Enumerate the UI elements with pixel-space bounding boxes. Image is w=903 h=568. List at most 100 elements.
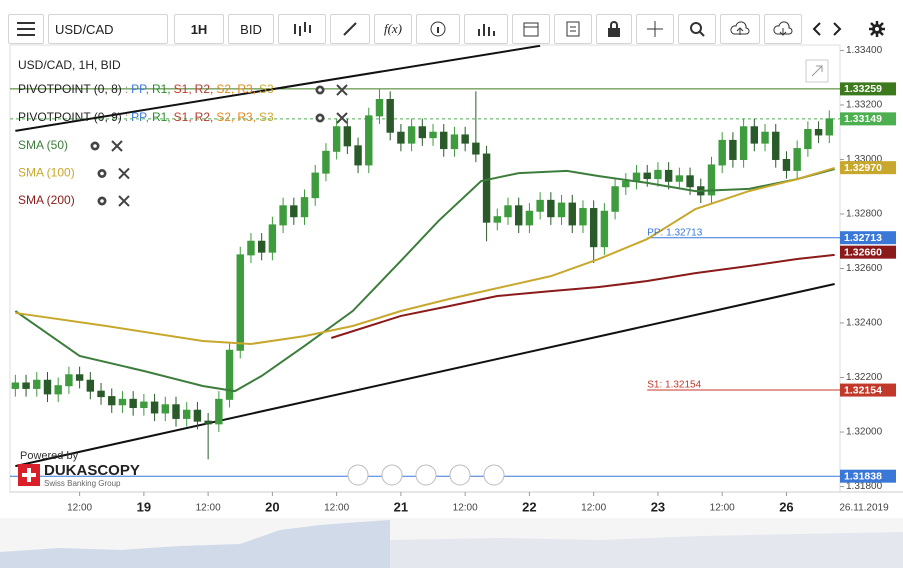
legend-entry: SMA (50) [18,138,68,152]
candle-body [686,175,694,188]
plot-area [9,44,841,493]
y-tick-label: 1.32600 [846,263,883,274]
candle-body [268,224,277,253]
candle-body [675,175,684,182]
candle-body [504,205,512,218]
symbol-select[interactable]: USD/CAD [48,14,168,44]
pivot-level: R2, [195,110,214,124]
candle-body [472,142,480,155]
candle-body [322,150,330,174]
price-tag [840,245,896,259]
remove-icon[interactable] [111,140,123,152]
candle-body [482,153,491,223]
trendline [15,283,835,468]
candle-body [568,202,576,226]
candle-body [150,401,159,414]
remove-icon[interactable] [118,167,130,180]
pivot-name: PIVOTPOINT (0, 8) [18,82,122,96]
trendline [15,45,541,132]
candle-body [643,172,651,180]
pivot-legend: PIVOTPOINT (0, 8): PP, R1, S1, R2, S2, R3, S3 [18,82,274,96]
x-tick-label: 19 [137,499,151,514]
sma-line [14,168,835,393]
zoom-in[interactable] [449,464,471,486]
period-select[interactable]: 1H [174,14,224,44]
candle-body [65,374,73,387]
zoom[interactable] [678,14,716,44]
sma-line [15,166,835,346]
current-time-label: 26.11.2019 [839,503,889,514]
settings-icon-hole [93,144,97,148]
y-tick-label: 1.31800 [846,481,883,492]
pivot-level: S3 [259,110,274,124]
price-tag-label: 1.32970 [844,162,882,174]
price-tag [840,383,896,397]
candle-body [547,199,555,218]
candle-body [600,210,609,248]
candle-body [97,390,105,398]
side-select[interactable]: BID [228,14,274,44]
candle-body [193,409,202,422]
candle-body [761,131,769,144]
candle-body [172,404,180,419]
pivot-level: R1, [152,82,171,96]
candle-body [407,126,416,144]
pivot-level: S3 [259,82,274,96]
scroll-left[interactable] [347,464,369,486]
y-tick-label: 1.32800 [846,209,883,220]
candle-body [707,164,716,196]
candle-body [450,134,459,150]
y-tick-label: 1.32200 [846,372,883,383]
info[interactable] [416,14,460,44]
candle-body [397,131,405,144]
x-tick-label: 21 [394,499,408,514]
x-tick-label: 26 [779,499,793,514]
candle-body [525,210,534,226]
candle-body [611,186,619,212]
candle-body [429,131,437,139]
draw-tool[interactable] [330,14,370,44]
crosshair[interactable] [636,14,674,44]
candle-body [514,205,523,226]
menu-button[interactable] [8,14,44,44]
reset[interactable] [415,464,437,486]
pivot-level: R2, [195,82,214,96]
lock[interactable] [596,14,632,44]
candle-body [772,131,780,160]
remove-icon[interactable] [118,195,130,207]
side: BID [240,21,262,37]
volume[interactable] [464,14,508,44]
pivot-level: R3, [237,82,256,96]
scroll-right[interactable] [483,464,505,486]
powered-by: Powered by [20,450,79,462]
candle-body [290,205,298,218]
report[interactable] [554,14,592,44]
candle-body [236,254,244,351]
brand-name: DUKASCOPY [44,462,140,479]
candle-body [22,382,30,389]
download[interactable] [764,14,802,44]
pivot-level: PP, [131,82,149,96]
remove-icon[interactable] [336,112,348,124]
x-tick-label: 23 [651,499,665,514]
zoom-out[interactable] [381,464,403,486]
candle-body [108,396,116,406]
candle-body [579,208,587,226]
price-tag [840,231,896,245]
nav-arrows[interactable] [802,14,850,44]
upload[interactable] [720,14,760,44]
candle-body [386,99,394,133]
price-tag-label: 1.32660 [844,246,882,258]
settings[interactable] [862,14,892,44]
toolbar: USD/CAD 1H BID f(x) [0,0,903,44]
pivot-level: : [125,110,128,124]
indicators[interactable]: f(x) [374,14,412,44]
remove-icon[interactable] [336,84,348,96]
candle-body [33,379,41,389]
chart-type[interactable] [278,14,326,44]
calendar[interactable] [512,14,550,44]
x-tick-label: 12:00 [67,503,92,514]
candle-body [750,126,759,144]
pivot-name: PIVOTPOINT (0, 9) [18,110,122,124]
candle-body [793,148,801,171]
